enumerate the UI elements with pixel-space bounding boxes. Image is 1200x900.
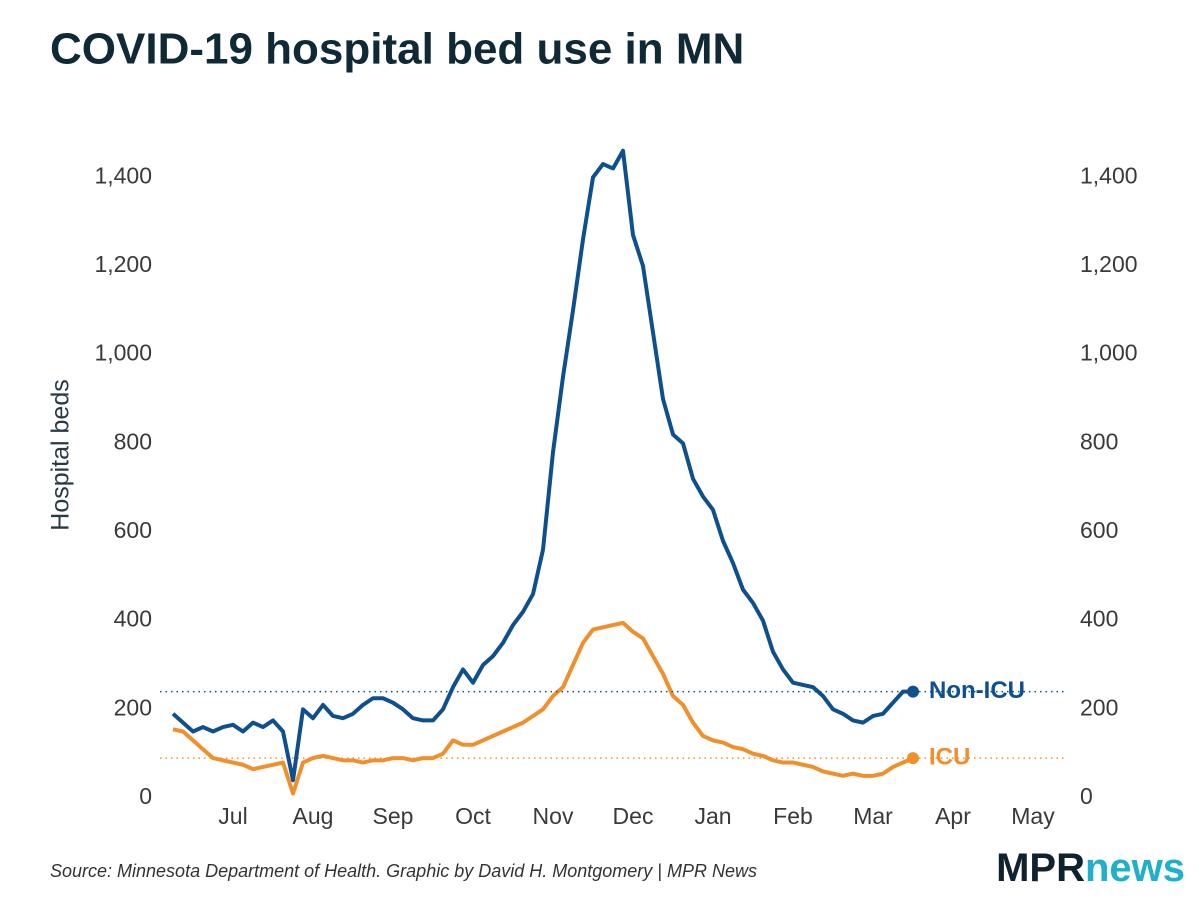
y-tick-label: 800 [114, 428, 152, 454]
series-line [172, 620, 914, 796]
y2-tick-label: 0 [1080, 783, 1093, 809]
x-tick-label: Jul [218, 803, 247, 829]
y2-tick-label: 200 [1080, 694, 1118, 720]
series-label: ICU [929, 743, 970, 770]
x-tick-label: Dec [613, 803, 654, 829]
y2-tick-label: 1,200 [1080, 251, 1138, 277]
y-axis-label: Hospital beds [47, 379, 75, 530]
x-tick-label: Oct [455, 803, 491, 829]
x-tick-label: Mar [853, 803, 893, 829]
y-tick-label: 1,400 [94, 162, 152, 188]
logo-left: MPR [996, 846, 1085, 890]
y-tick-label: 400 [114, 606, 152, 632]
y2-tick-label: 400 [1080, 606, 1118, 632]
logo: MPRnews [996, 846, 1185, 890]
y-tick-label: 0 [139, 783, 152, 809]
x-tick-label: Nov [533, 803, 574, 829]
y-tick-label: 1,200 [94, 251, 152, 277]
y2-tick-label: 600 [1080, 517, 1118, 543]
x-tick-label: Aug [293, 803, 334, 829]
y-tick-label: 1,000 [94, 340, 152, 366]
y2-tick-label: 1,400 [1080, 162, 1138, 188]
y2-tick-label: 800 [1080, 428, 1118, 454]
source-note: Source: Minnesota Department of Health. … [50, 861, 757, 881]
x-tick-label: Feb [773, 803, 813, 829]
end-point [907, 752, 919, 765]
end-point [907, 685, 919, 698]
y-tick-label: 200 [114, 694, 152, 720]
x-tick-label: Jan [694, 803, 731, 829]
x-tick-label: Apr [935, 803, 971, 829]
series-label: Non-ICU [929, 677, 1025, 704]
logo-right: news [1085, 846, 1185, 890]
chart-title: COVID-19 hospital bed use in MN [50, 25, 744, 74]
series-line [171, 148, 913, 783]
y-tick-label: 600 [114, 517, 152, 543]
x-tick-label: May [1011, 803, 1055, 829]
x-tick-label: Sep [373, 803, 414, 829]
y2-tick-label: 1,000 [1080, 340, 1138, 366]
